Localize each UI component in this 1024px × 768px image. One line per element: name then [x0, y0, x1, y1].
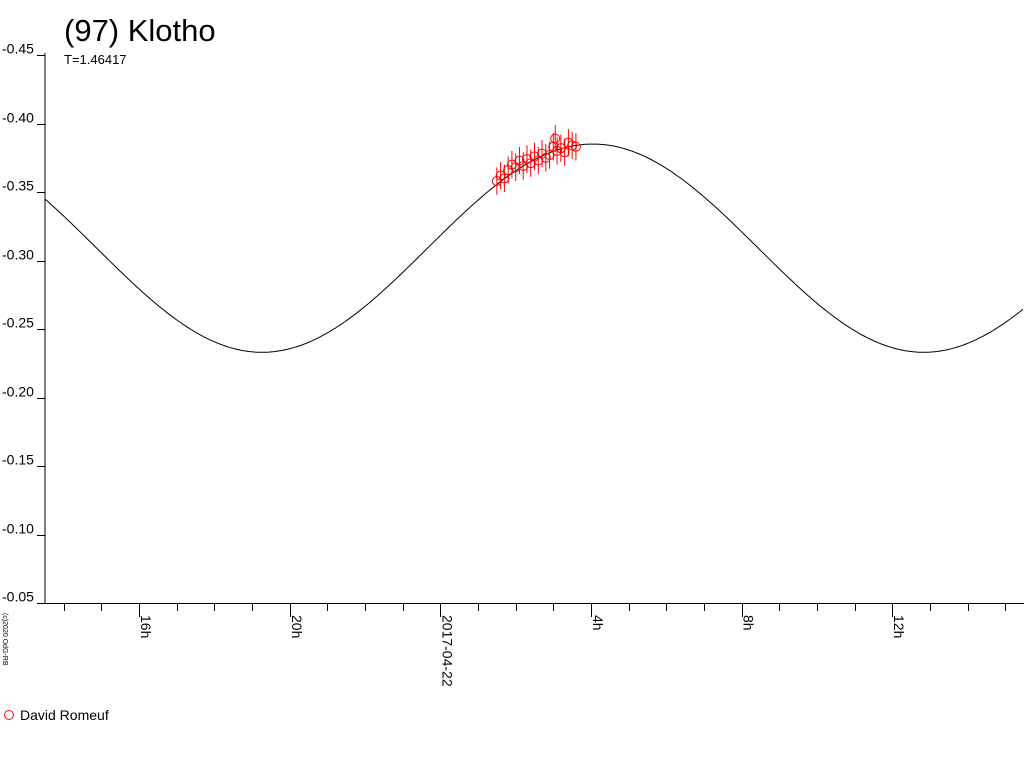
- observation-marker: [491, 176, 502, 187]
- observation-marker: [499, 173, 510, 184]
- x-tick-label: 16h: [138, 615, 154, 638]
- y-tick-label: -0.45: [2, 41, 34, 57]
- y-tick-label: -0.30: [2, 247, 34, 263]
- chart-subtitle: T=1.46417: [64, 52, 127, 67]
- observation-marker: [559, 147, 570, 158]
- observation-marker: [503, 165, 514, 176]
- observation-point: [550, 124, 561, 153]
- y-tick-label: -0.40: [2, 110, 34, 126]
- observation-point: [514, 146, 525, 175]
- axes: [44, 53, 1024, 604]
- x-axis-ticks: 16h 20h 2017-04-22 4h 8h 12h: [64, 603, 1006, 687]
- observation-points: [491, 124, 581, 195]
- observation-marker: [550, 133, 561, 144]
- y-tick-label: -0.15: [2, 452, 34, 468]
- observation-point: [570, 133, 581, 161]
- y-tick-label: -0.25: [2, 315, 34, 331]
- x-tick-label: 20h: [289, 615, 305, 638]
- observation-point: [544, 141, 555, 169]
- y-tick-label: -0.20: [2, 384, 34, 400]
- copyright-text: (c)2020 OdG-RB: [1, 613, 8, 666]
- legend-marker-icon: [4, 710, 14, 720]
- x-tick-label: 4h: [590, 615, 606, 631]
- y-tick-label: -0.05: [2, 589, 34, 605]
- observation-marker: [570, 141, 581, 152]
- x-tick-label: 2017-04-22: [439, 615, 455, 687]
- observation-marker: [514, 155, 525, 166]
- chart-title: (97) Klotho: [64, 13, 216, 48]
- y-axis-ticks: -0.45 -0.40 -0.35 -0.30 -0.25 -0.20 -0.15 -0.10…: [2, 41, 45, 605]
- legend: David Romeuf: [4, 707, 109, 723]
- x-tick-label: 12h: [891, 615, 907, 638]
- y-tick-label: -0.35: [2, 178, 34, 194]
- observation-point: [491, 167, 502, 195]
- model-curve: [44, 143, 1024, 353]
- observation-point: [499, 164, 510, 192]
- x-tick-label: 8h: [741, 615, 757, 631]
- observation-marker: [544, 150, 555, 161]
- observation-point: [503, 156, 514, 184]
- y-tick-label: -0.10: [2, 521, 34, 537]
- observation-point: [559, 138, 570, 166]
- legend-label: David Romeuf: [20, 707, 109, 723]
